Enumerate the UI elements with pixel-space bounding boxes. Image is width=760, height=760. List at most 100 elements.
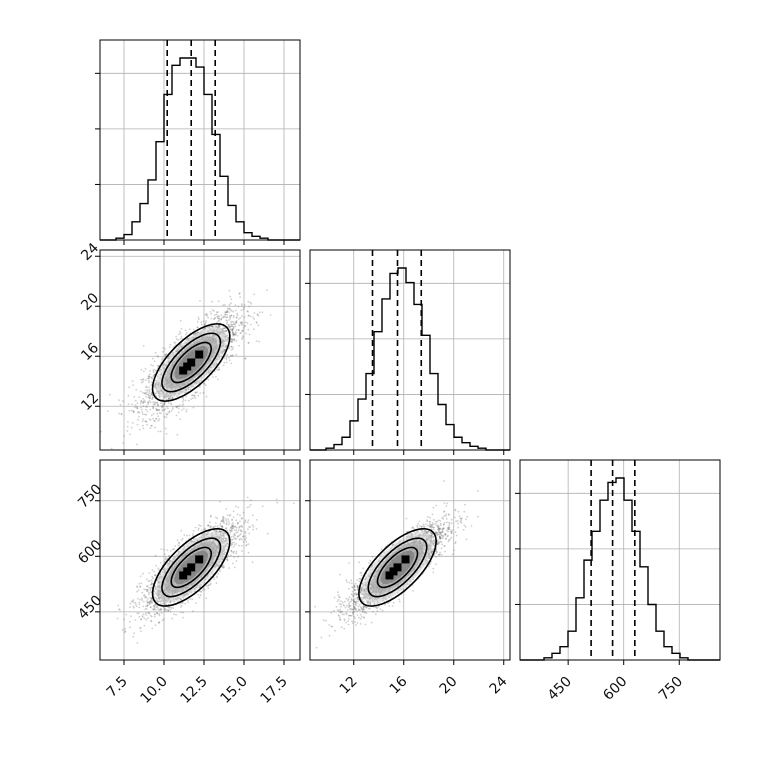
scatter-point [209, 515, 212, 518]
scatter-point [199, 594, 202, 597]
scatter-point [230, 321, 233, 323]
scatter-point [236, 521, 239, 524]
scatter-point [151, 398, 154, 400]
scatter-point [152, 405, 154, 408]
scatter-point [152, 605, 155, 608]
scatter-point [151, 569, 154, 572]
scatter-point [142, 344, 145, 347]
scatter-point [157, 601, 160, 603]
scatter-point [170, 606, 173, 609]
scatter-point [237, 522, 240, 525]
scatter-point [209, 521, 211, 523]
scatter-point [215, 582, 218, 584]
scatter-point [151, 397, 154, 399]
scatter-point [132, 411, 135, 414]
scatter-point [225, 330, 227, 332]
scatter-point [157, 408, 159, 411]
scatter-point [143, 413, 146, 416]
scatter-point [229, 316, 232, 319]
scatter-point [199, 590, 202, 593]
scatter-point [144, 408, 147, 411]
scatter-point [185, 408, 188, 411]
scatter-point [242, 541, 245, 543]
scatter-point [225, 316, 228, 319]
scatter-point [245, 544, 248, 547]
scatter-point [155, 606, 158, 609]
scatter-point [228, 303, 231, 306]
scatter-point [221, 526, 224, 528]
scatter-point [218, 325, 220, 328]
scatter-point [185, 391, 188, 394]
scatter-point [232, 546, 235, 548]
scatter-point [184, 329, 187, 332]
scatter-point [230, 345, 233, 348]
scatter-point [220, 525, 223, 528]
scatter-point [223, 357, 226, 359]
panel-hist-2 [305, 249, 511, 455]
scatter-point [144, 605, 147, 608]
scatter-point [231, 328, 234, 330]
scatter-point [144, 596, 147, 599]
scatter-point [161, 358, 164, 361]
scatter-point [232, 552, 235, 554]
scatter-point [241, 324, 244, 326]
scatter-point [230, 346, 233, 348]
scatter-point [238, 544, 240, 547]
scatter-point [124, 627, 126, 630]
scatter-point [225, 311, 228, 313]
scatter-point [230, 298, 233, 301]
scatter-point [222, 316, 225, 319]
scatter-point [231, 523, 233, 526]
density-peak-block [183, 362, 192, 371]
scatter-point [137, 589, 140, 592]
y-tick-label: 16 [78, 340, 102, 364]
scatter-point [158, 412, 161, 414]
scatter-point [145, 393, 148, 396]
scatter-point [129, 606, 131, 609]
scatter-point [148, 379, 150, 382]
scatter-point [205, 313, 208, 316]
scatter-point [179, 319, 182, 322]
scatter-point [211, 309, 214, 311]
scatter-point [144, 420, 147, 423]
scatter-point [230, 325, 233, 327]
scatter-point [182, 407, 185, 410]
scatter-point [149, 376, 152, 378]
scatter-point [198, 385, 201, 388]
scatter-point [235, 519, 238, 522]
scatter-point [235, 529, 238, 532]
scatter-point [232, 562, 234, 565]
scatter-point [219, 524, 222, 527]
scatter-point [233, 333, 235, 336]
scatter-point [248, 333, 251, 336]
scatter-point [154, 382, 157, 385]
scatter-point [225, 329, 228, 332]
scatter-point [124, 630, 127, 633]
scatter-point [137, 597, 139, 600]
scatter-point [225, 523, 228, 526]
scatter-point [196, 326, 199, 329]
scatter-point [166, 549, 169, 551]
scatter-point [145, 618, 148, 621]
scatter-point [158, 621, 161, 624]
scatter-point [231, 551, 234, 553]
scatter-point [235, 319, 238, 322]
scatter-point [170, 402, 173, 405]
scatter-point [167, 398, 170, 401]
scatter-point [231, 338, 234, 340]
scatter-point [154, 597, 157, 599]
scatter-point [232, 332, 234, 334]
scatter-point [127, 403, 130, 406]
scatter-point [228, 289, 231, 292]
scatter-point [226, 313, 229, 316]
scatter-point [230, 354, 233, 357]
scatter-point [226, 354, 229, 356]
scatter-point [234, 333, 237, 336]
scatter-point [232, 314, 235, 317]
scatter-point [140, 399, 143, 402]
scatter-point [252, 525, 255, 528]
scatter-point [182, 399, 185, 401]
scatter-point [180, 606, 182, 608]
scatter-point [204, 327, 207, 329]
scatter-point [157, 365, 160, 367]
